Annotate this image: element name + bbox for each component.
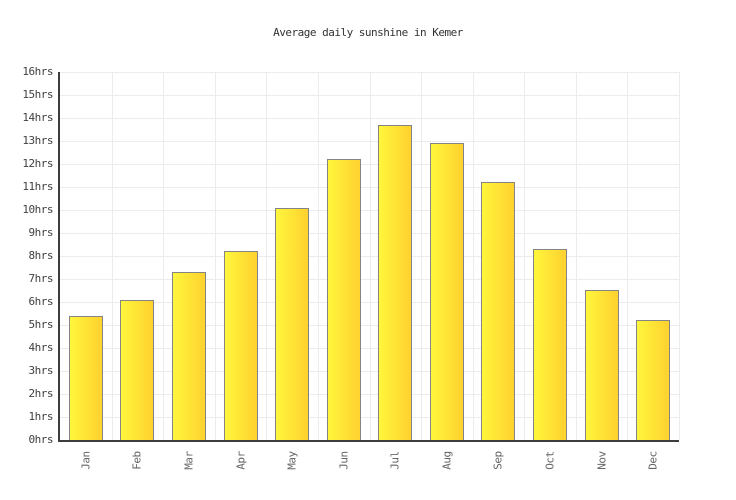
gridline-vertical [214, 72, 216, 440]
y-axis-tick-label: 5hrs [28, 318, 54, 331]
gridline-vertical [111, 72, 113, 440]
bar-jul [378, 125, 413, 440]
x-axis-tick-label: Dec [646, 450, 660, 470]
x-axis-line [58, 440, 679, 442]
bar-oct [533, 249, 568, 440]
y-axis-tick-label: 3hrs [28, 364, 54, 377]
x-axis-tick-label: Jan [79, 450, 93, 470]
bar-aug [429, 143, 464, 440]
y-axis-tick-label: 15hrs [22, 88, 53, 101]
bar-nov [584, 290, 619, 440]
gridline-vertical [369, 72, 371, 440]
x-axis-tick-label: Feb [130, 450, 144, 470]
y-axis-tick-label: 10hrs [22, 203, 53, 216]
x-axis-tick-label: Oct [543, 450, 557, 470]
y-axis-tick-label: 8hrs [28, 249, 54, 262]
y-axis-tick-label: 12hrs [22, 157, 53, 170]
x-axis-tick-label: Aug [440, 450, 454, 470]
bar-mar [171, 272, 206, 440]
y-axis-line [58, 72, 60, 442]
y-axis-tick-label: 4hrs [28, 341, 54, 354]
x-axis-tick-label: Mar [182, 450, 196, 470]
y-axis-tick-label: 2hrs [28, 387, 54, 400]
bar-may [275, 208, 310, 440]
bar-jan [68, 316, 103, 440]
gridline-vertical [266, 72, 268, 440]
x-axis-tick-label: May [285, 450, 299, 470]
bar-dec [636, 320, 671, 440]
y-axis-tick-label: 9hrs [28, 226, 54, 239]
gridline-vertical [317, 72, 319, 440]
x-axis-tick-label: Sep [491, 450, 505, 470]
y-axis-tick-label: 16hrs [22, 65, 53, 78]
bar-jun [326, 159, 361, 440]
gridline-vertical [679, 72, 680, 440]
gridline-vertical [575, 72, 577, 440]
chart-title: Average daily sunshine in Kemer [273, 26, 463, 39]
gridline-vertical [421, 72, 423, 440]
y-axis-tick-label: 1hrs [28, 410, 54, 423]
y-axis-tick-label: 0hrs [28, 433, 54, 446]
gridline-vertical [472, 72, 474, 440]
bar-sep [481, 182, 516, 440]
bar-feb [120, 300, 155, 440]
y-axis-tick-label: 13hrs [22, 134, 53, 147]
x-axis-tick-label: Jun [337, 450, 351, 470]
y-axis-tick-label: 14hrs [22, 111, 53, 124]
gridline-vertical [627, 72, 629, 440]
gridline-vertical [163, 72, 165, 440]
y-axis-tick-label: 7hrs [28, 272, 54, 285]
y-axis-tick-label: 6hrs [28, 295, 54, 308]
x-axis-tick-label: Apr [234, 450, 248, 470]
y-axis-tick-label: 11hrs [22, 180, 53, 193]
gridline-vertical [524, 72, 526, 440]
x-axis-tick-label: Nov [595, 450, 609, 470]
x-axis-tick-label: Jul [388, 450, 402, 470]
bar-apr [223, 251, 258, 440]
